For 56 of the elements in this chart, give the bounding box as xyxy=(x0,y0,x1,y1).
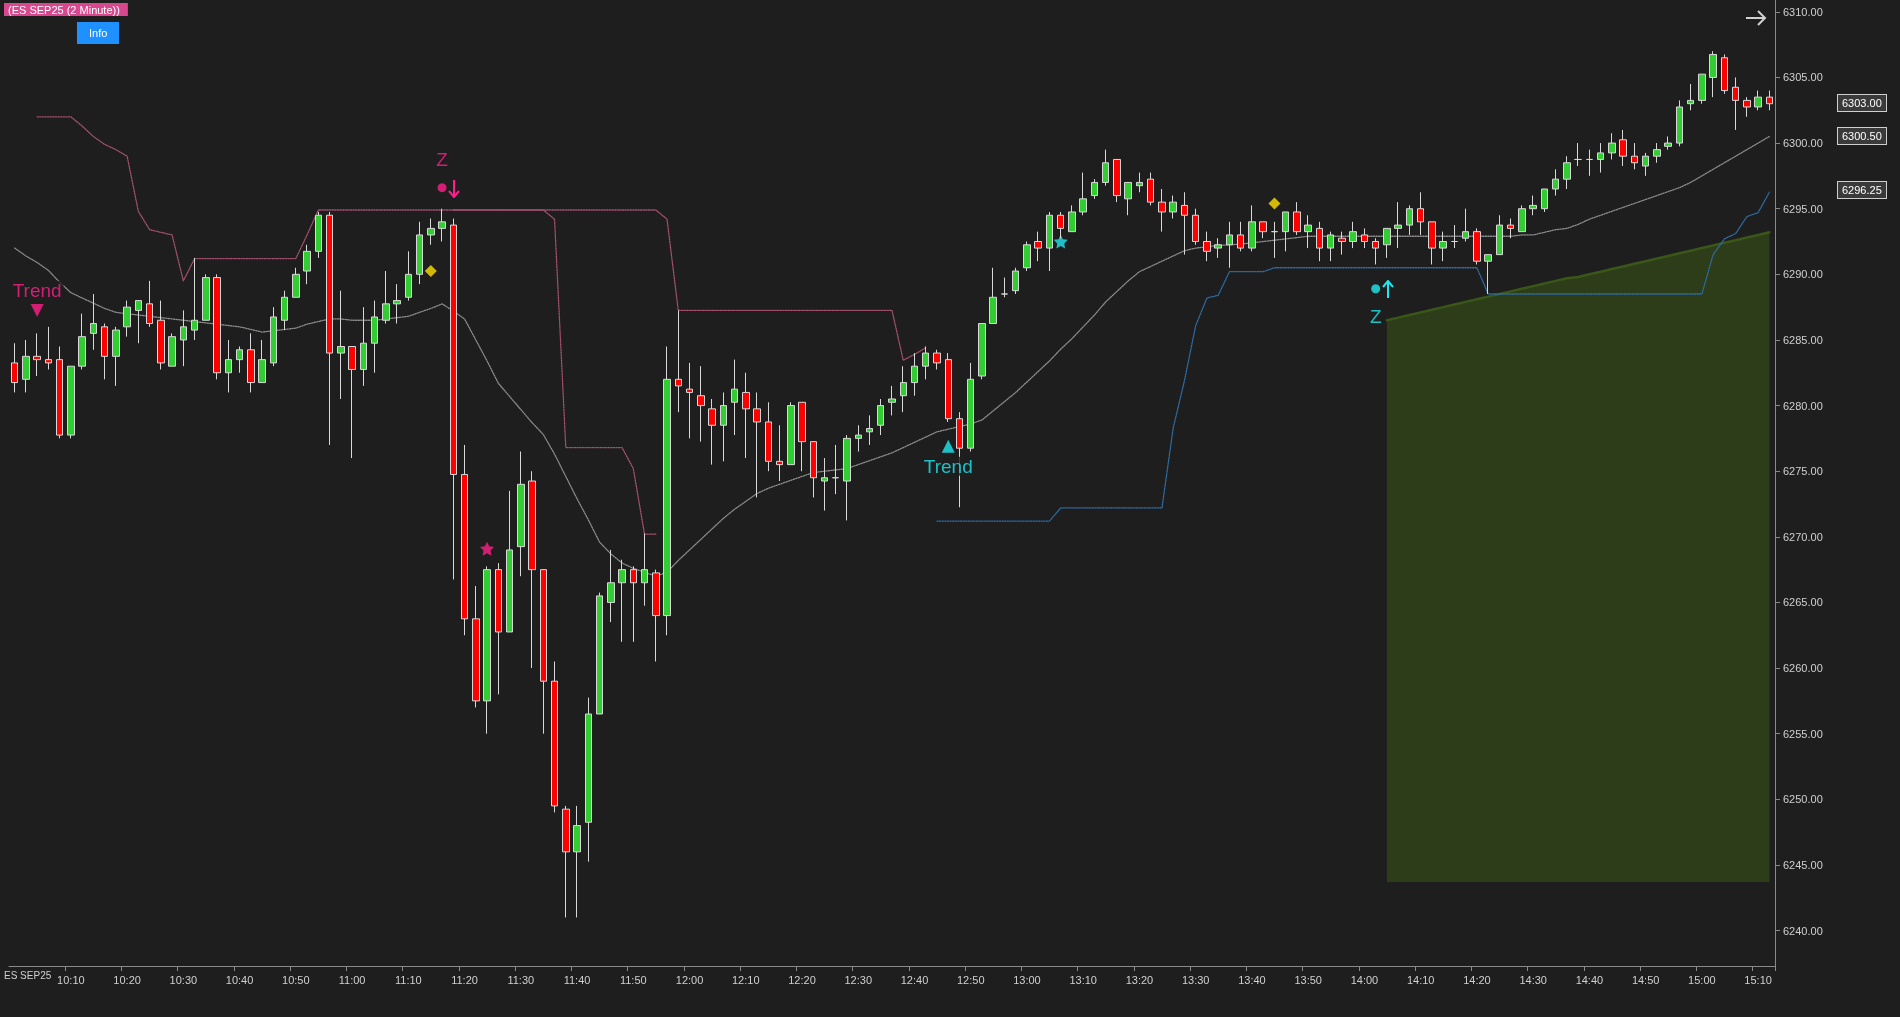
x-tick-label: 12:50 xyxy=(956,973,985,986)
x-tick-label: 14:10 xyxy=(1406,973,1435,986)
legend-label: Z xyxy=(1369,306,1382,328)
y-tick-label: 6280.00 xyxy=(1783,399,1823,412)
y-tick-label: 6305.00 xyxy=(1783,71,1823,84)
x-tick-label: 10:10 xyxy=(57,973,85,986)
y-tick-label: 6270.00 xyxy=(1783,530,1823,543)
x-tick-label: 10:40 xyxy=(225,973,254,986)
x-tick-label: 10:30 xyxy=(169,973,198,986)
y-tick-label: 6300.00 xyxy=(1783,137,1823,150)
annotation: Info xyxy=(77,22,120,44)
y-tick-label: 6245.00 xyxy=(1783,858,1823,871)
x-tick-label: 11:10 xyxy=(394,973,422,986)
text: ES SEP25 xyxy=(4,970,52,981)
x-tick-label: 14:30 xyxy=(1519,973,1547,986)
y-tick-label: 6240.00 xyxy=(1783,924,1823,937)
x-tick-label: 13:40 xyxy=(1238,973,1266,986)
y-tick-label: 6310.00 xyxy=(1783,5,1823,18)
x-tick-label: 11:40 xyxy=(563,973,591,986)
x-tick-label: 12:20 xyxy=(788,973,816,986)
x-tick-label: 14:00 xyxy=(1350,973,1379,986)
x-tick-label: 12:30 xyxy=(844,973,873,986)
text: 6296.25 xyxy=(1837,181,1887,199)
series-label: Trend xyxy=(923,455,973,477)
x-tick-label: 11:50 xyxy=(619,973,647,986)
x-tick-label: 13:30 xyxy=(1181,973,1210,986)
y-tick-label: 6295.00 xyxy=(1783,202,1823,215)
y-tick-label: 6290.00 xyxy=(1783,268,1823,281)
x-tick-label: 10:20 xyxy=(113,973,141,986)
x-tick-label: 13:00 xyxy=(1013,973,1041,986)
x-tick-label: 12:40 xyxy=(900,973,929,986)
text: 6300.50 xyxy=(1837,127,1887,145)
y-tick-label: 6285.00 xyxy=(1783,333,1823,346)
y-tick-label: 6255.00 xyxy=(1783,727,1823,740)
y-tick-label: 6250.00 xyxy=(1783,793,1823,806)
x-tick-label: 13:10 xyxy=(1069,973,1097,986)
x-tick-label: 15:00 xyxy=(1688,973,1716,986)
x-tick-label: 13:20 xyxy=(1125,973,1154,986)
y-tick-label: 6275.00 xyxy=(1783,465,1823,478)
x-tick-label: 14:50 xyxy=(1631,973,1660,986)
x-tick-label: 10:50 xyxy=(282,973,310,986)
y-tick-label: 6265.00 xyxy=(1783,596,1823,609)
text: 6303.00 xyxy=(1837,94,1887,112)
x-tick-label: 11:30 xyxy=(507,973,535,986)
x-tick-label: 15:10 xyxy=(1744,973,1772,986)
x-tick-label: 13:50 xyxy=(1294,973,1322,986)
x-tick-label: 14:40 xyxy=(1575,973,1604,986)
x-tick-label: 14:20 xyxy=(1463,973,1491,986)
x-tick-label: 11:00 xyxy=(338,973,366,986)
y-tick-label: 6260.00 xyxy=(1783,662,1823,675)
series-label: Trend xyxy=(12,279,62,301)
x-tick-label: 12:10 xyxy=(732,973,760,986)
x-tick-label: 11:20 xyxy=(451,973,478,986)
x-tick-label: 12:00 xyxy=(675,973,704,986)
chart-title: (ES SEP25 (2 Minute)) xyxy=(8,3,120,16)
series-label: Z xyxy=(436,149,449,171)
